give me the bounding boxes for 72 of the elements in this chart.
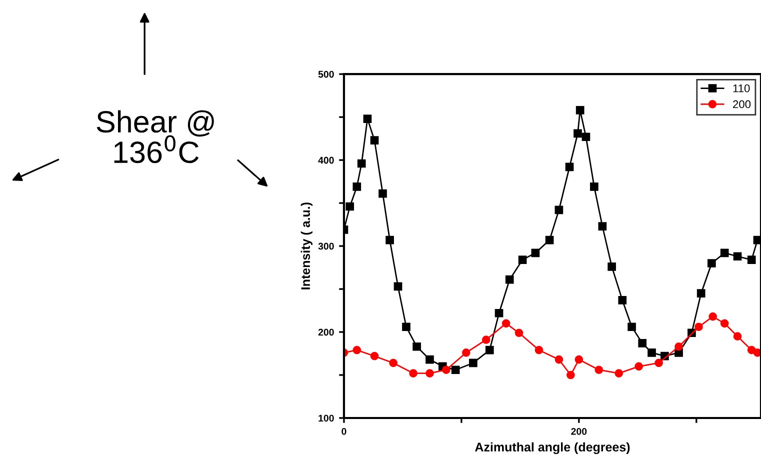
point <box>469 358 478 368</box>
point <box>426 369 434 378</box>
point <box>608 262 616 271</box>
y-tick-label: 100 <box>318 414 334 422</box>
point <box>502 319 510 328</box>
text: Shear @ 136$^{0}$C <box>96 110 214 164</box>
point <box>634 362 643 371</box>
point <box>708 312 718 321</box>
point <box>654 358 663 368</box>
point <box>442 366 450 374</box>
point <box>598 222 607 230</box>
y-tick-label: 500 <box>318 70 334 78</box>
point <box>720 319 729 328</box>
point <box>357 159 366 168</box>
point <box>426 355 434 364</box>
point <box>566 370 575 380</box>
point <box>554 355 564 364</box>
point <box>482 336 490 344</box>
y-axis-title: Intensity ( a.u.) <box>300 202 312 290</box>
point <box>753 348 761 357</box>
point <box>531 248 540 258</box>
point <box>574 355 584 364</box>
point <box>378 189 387 198</box>
point <box>346 202 354 211</box>
point <box>733 332 742 340</box>
point <box>386 236 394 244</box>
point <box>747 346 756 354</box>
point <box>352 346 362 354</box>
y-tick-label: 300 <box>318 242 334 250</box>
point <box>485 346 494 354</box>
point <box>618 296 627 304</box>
point <box>733 252 742 261</box>
point <box>389 358 398 368</box>
point <box>590 182 598 191</box>
point <box>628 322 636 332</box>
point <box>412 342 421 351</box>
point <box>694 322 703 332</box>
legend-label: 110 <box>733 84 750 92</box>
point <box>363 114 372 123</box>
point <box>582 132 590 142</box>
point <box>565 162 574 172</box>
point <box>534 346 544 354</box>
point <box>696 289 706 298</box>
point <box>554 206 564 214</box>
point <box>505 275 514 284</box>
point <box>518 256 527 264</box>
point <box>747 256 756 264</box>
point <box>370 136 379 144</box>
point <box>614 369 624 378</box>
point <box>594 366 604 374</box>
point <box>648 348 656 357</box>
x-tick-label: 0 <box>342 428 346 435</box>
point <box>451 366 460 374</box>
point <box>638 339 647 348</box>
point <box>352 182 362 191</box>
point <box>514 328 524 338</box>
y-tick-label: 200 <box>318 328 334 336</box>
point <box>494 308 504 318</box>
y-tick-label: 400 <box>318 156 334 164</box>
point <box>409 369 418 378</box>
point <box>545 236 554 244</box>
point <box>462 348 470 357</box>
point <box>576 106 584 114</box>
point <box>707 259 716 268</box>
point <box>720 248 729 258</box>
point <box>394 282 402 291</box>
point <box>402 322 410 332</box>
legend-label: 200 <box>733 100 751 108</box>
x-axis-title: Azimuthal angle (degrees) <box>475 442 630 454</box>
point <box>370 352 379 360</box>
point <box>674 342 683 351</box>
point <box>574 129 582 138</box>
